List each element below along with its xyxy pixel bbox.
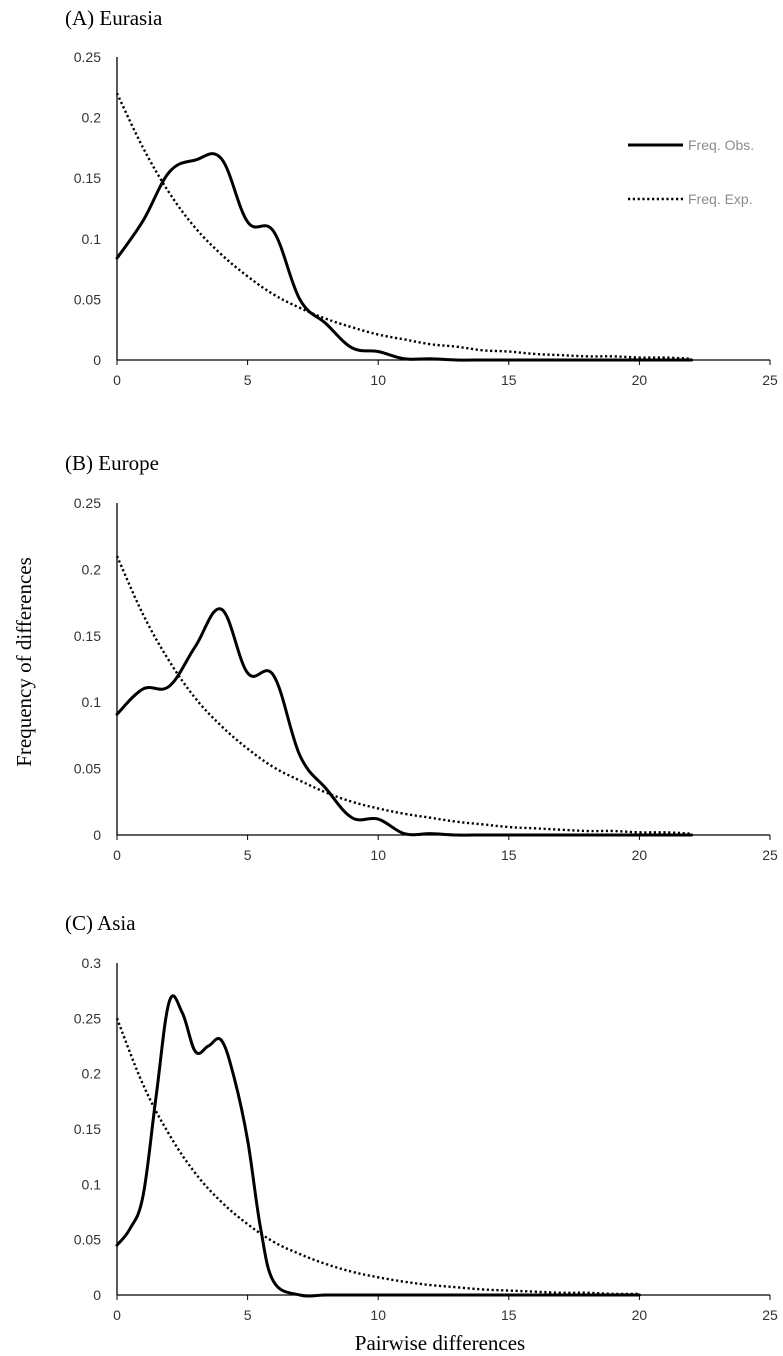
y-axis-title: Frequency of differences — [12, 557, 36, 767]
y-tick-label: 0.25 — [74, 1010, 101, 1026]
expected-frequency-line — [115, 1017, 640, 1296]
y-tick-label: 0.05 — [74, 1232, 101, 1248]
y-tick-label: 0.25 — [74, 49, 101, 65]
y-tick-label: 0 — [93, 352, 101, 368]
y-tick-label: 0.05 — [74, 761, 101, 777]
x-tick-label: 15 — [501, 1307, 517, 1323]
y-tick-label: 0.1 — [82, 231, 102, 247]
legend-expected-label: Freq. Exp. — [688, 191, 753, 207]
panel-title: (A) Eurasia — [65, 6, 163, 30]
x-tick-label: 0 — [113, 1307, 121, 1323]
x-tick-label: 25 — [762, 372, 778, 388]
x-tick-label: 10 — [370, 1307, 386, 1323]
y-tick-label: 0.15 — [74, 628, 101, 644]
chart-panel-3: (C) Asia 0 0.05 0.1 0.15 0.2 0.25 0.3 0 5 10 15 20 25 — [65, 911, 778, 1323]
x-tick-label: 20 — [632, 372, 648, 388]
x-tick-label: 20 — [632, 1307, 648, 1323]
x-tick-label: 25 — [762, 1307, 778, 1323]
legend-observed-label: Freq. Obs. — [688, 137, 754, 153]
legend: Freq. Obs. Freq. Exp. — [628, 137, 754, 207]
observed-frequency-line — [115, 607, 694, 837]
y-tick-label: 0.15 — [74, 1121, 101, 1137]
y-tick-label: 0.2 — [82, 1066, 102, 1082]
chart-panel-2: (B) Europe 0 0.05 0.1 0.15 0.2 0.25 0 5 10 15 20 25 — [65, 451, 778, 863]
y-tick-label: 0.15 — [74, 170, 101, 186]
y-tick-label: 0.25 — [74, 495, 101, 511]
y-tick-label: 0.05 — [74, 291, 101, 307]
y-tick-label: 0.1 — [82, 1176, 102, 1192]
x-tick-label: 20 — [632, 847, 648, 863]
y-tick-label: 0 — [93, 1287, 101, 1303]
x-tick-label: 0 — [113, 847, 121, 863]
panel-title: (C) Asia — [65, 911, 136, 935]
y-tick-label: 0.1 — [82, 694, 102, 710]
x-tick-label: 5 — [244, 372, 252, 388]
x-axis-title: Pairwise differences — [355, 1331, 525, 1355]
observed-frequency-line — [115, 152, 694, 362]
panel-title: (B) Europe — [65, 451, 159, 475]
x-tick-label: 5 — [244, 1307, 252, 1323]
x-tick-label: 0 — [113, 372, 121, 388]
x-tick-label: 15 — [501, 847, 517, 863]
x-tick-label: 25 — [762, 847, 778, 863]
y-tick-label: 0.2 — [82, 110, 102, 126]
y-tick-label: 0.3 — [82, 955, 102, 971]
x-tick-label: 5 — [244, 847, 252, 863]
observed-frequency-line — [115, 994, 641, 1298]
y-tick-label: 0 — [93, 827, 101, 843]
expected-frequency-line — [115, 555, 692, 835]
x-tick-label: 10 — [370, 372, 386, 388]
x-tick-label: 10 — [370, 847, 386, 863]
chart-panel-1: (A) Eurasia 0 0.05 0.1 0.15 0.2 0.25 0 5 10 15 20 25… — [65, 6, 778, 388]
x-tick-label: 15 — [501, 372, 517, 388]
y-tick-label: 0.2 — [82, 561, 102, 577]
expected-frequency-line — [115, 92, 692, 360]
